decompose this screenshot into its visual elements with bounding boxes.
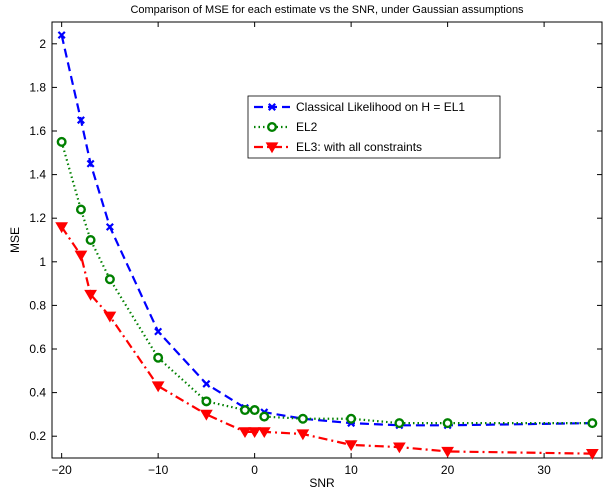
data-point (346, 413, 357, 424)
data-point (441, 446, 454, 458)
data-point (268, 103, 276, 111)
legend-entry: Classical Likelihood on H = EL1 (254, 100, 465, 114)
data-point (249, 405, 260, 416)
data-point (200, 409, 213, 421)
data-point (392, 442, 406, 454)
data-point (202, 379, 211, 388)
legend-items: Classical Likelihood on H = EL1 EL2 EL3: w… (254, 100, 465, 154)
y-tick-label: 2 (39, 37, 46, 51)
data-point (238, 427, 252, 439)
series-line (60, 226, 593, 455)
data-point (74, 250, 88, 262)
data-point (86, 159, 95, 168)
data-point (153, 352, 164, 363)
y-tick-label: 0.2 (29, 429, 46, 443)
x-axis-label: SNR (309, 476, 335, 490)
y-tick-label: 0.8 (29, 298, 46, 312)
x-tick-label: 10 (344, 463, 358, 477)
data-point (587, 418, 598, 429)
data-point (585, 449, 599, 460)
x-tick-label: −20 (51, 463, 72, 477)
data-point (84, 289, 97, 301)
legend-label: Classical Likelihood on H = EL1 (296, 100, 465, 114)
data-point (259, 411, 270, 422)
data-point (265, 142, 279, 154)
x-tick-label: −10 (148, 463, 169, 477)
data-point (239, 405, 250, 416)
data-point (296, 429, 310, 441)
data-point (154, 327, 163, 336)
y-tick-label: 1.8 (29, 80, 46, 94)
x-tick-label: 20 (441, 463, 455, 477)
data-point (201, 396, 212, 407)
x-tick-label: 30 (537, 463, 551, 477)
legend-entry: EL3: with all constraints (254, 140, 422, 154)
data-point (56, 136, 67, 147)
y-tick-label: 1.4 (29, 168, 46, 182)
plot-area (51, 21, 603, 459)
data-point (394, 418, 405, 429)
y-axis-label: MSE (8, 227, 22, 253)
legend: Classical Likelihood on H = EL1 EL2 EL3: w… (247, 95, 501, 159)
data-point (104, 274, 115, 285)
data-point (257, 427, 271, 439)
x-tick-label: 0 (251, 463, 258, 477)
y-tick-label: 1.6 (29, 124, 46, 138)
legend-entry: EL2 (254, 120, 318, 134)
chart-title: Comparison of MSE for each estimate vs t… (130, 4, 524, 16)
series-2 (56, 136, 598, 429)
y-tick-label: 0.6 (29, 342, 46, 356)
y-tick-label: 1 (39, 255, 46, 269)
legend-label: EL3: with all constraints (296, 140, 422, 154)
y-axis: 0.2 0.4 0.6 0.8 1 1.2 1.4 1.6 1.8 2 (29, 37, 602, 443)
data-point (85, 234, 96, 245)
data-point (103, 311, 117, 323)
x-axis: −20 −10 0 10 20 30 (51, 22, 551, 477)
data-point (442, 418, 453, 429)
data-point (297, 413, 308, 424)
data-point (55, 222, 69, 234)
series-layer (55, 31, 599, 460)
series-3 (55, 222, 599, 460)
data-point (248, 427, 262, 439)
legend-label: EL2 (296, 120, 318, 134)
data-point (75, 204, 86, 215)
y-tick-label: 0.4 (29, 386, 46, 400)
y-tick-label: 1.2 (29, 211, 46, 225)
data-point (76, 116, 85, 125)
data-point (344, 440, 358, 452)
data-point (105, 222, 114, 231)
data-point (267, 121, 278, 132)
data-point (57, 31, 66, 40)
data-point (151, 381, 165, 393)
